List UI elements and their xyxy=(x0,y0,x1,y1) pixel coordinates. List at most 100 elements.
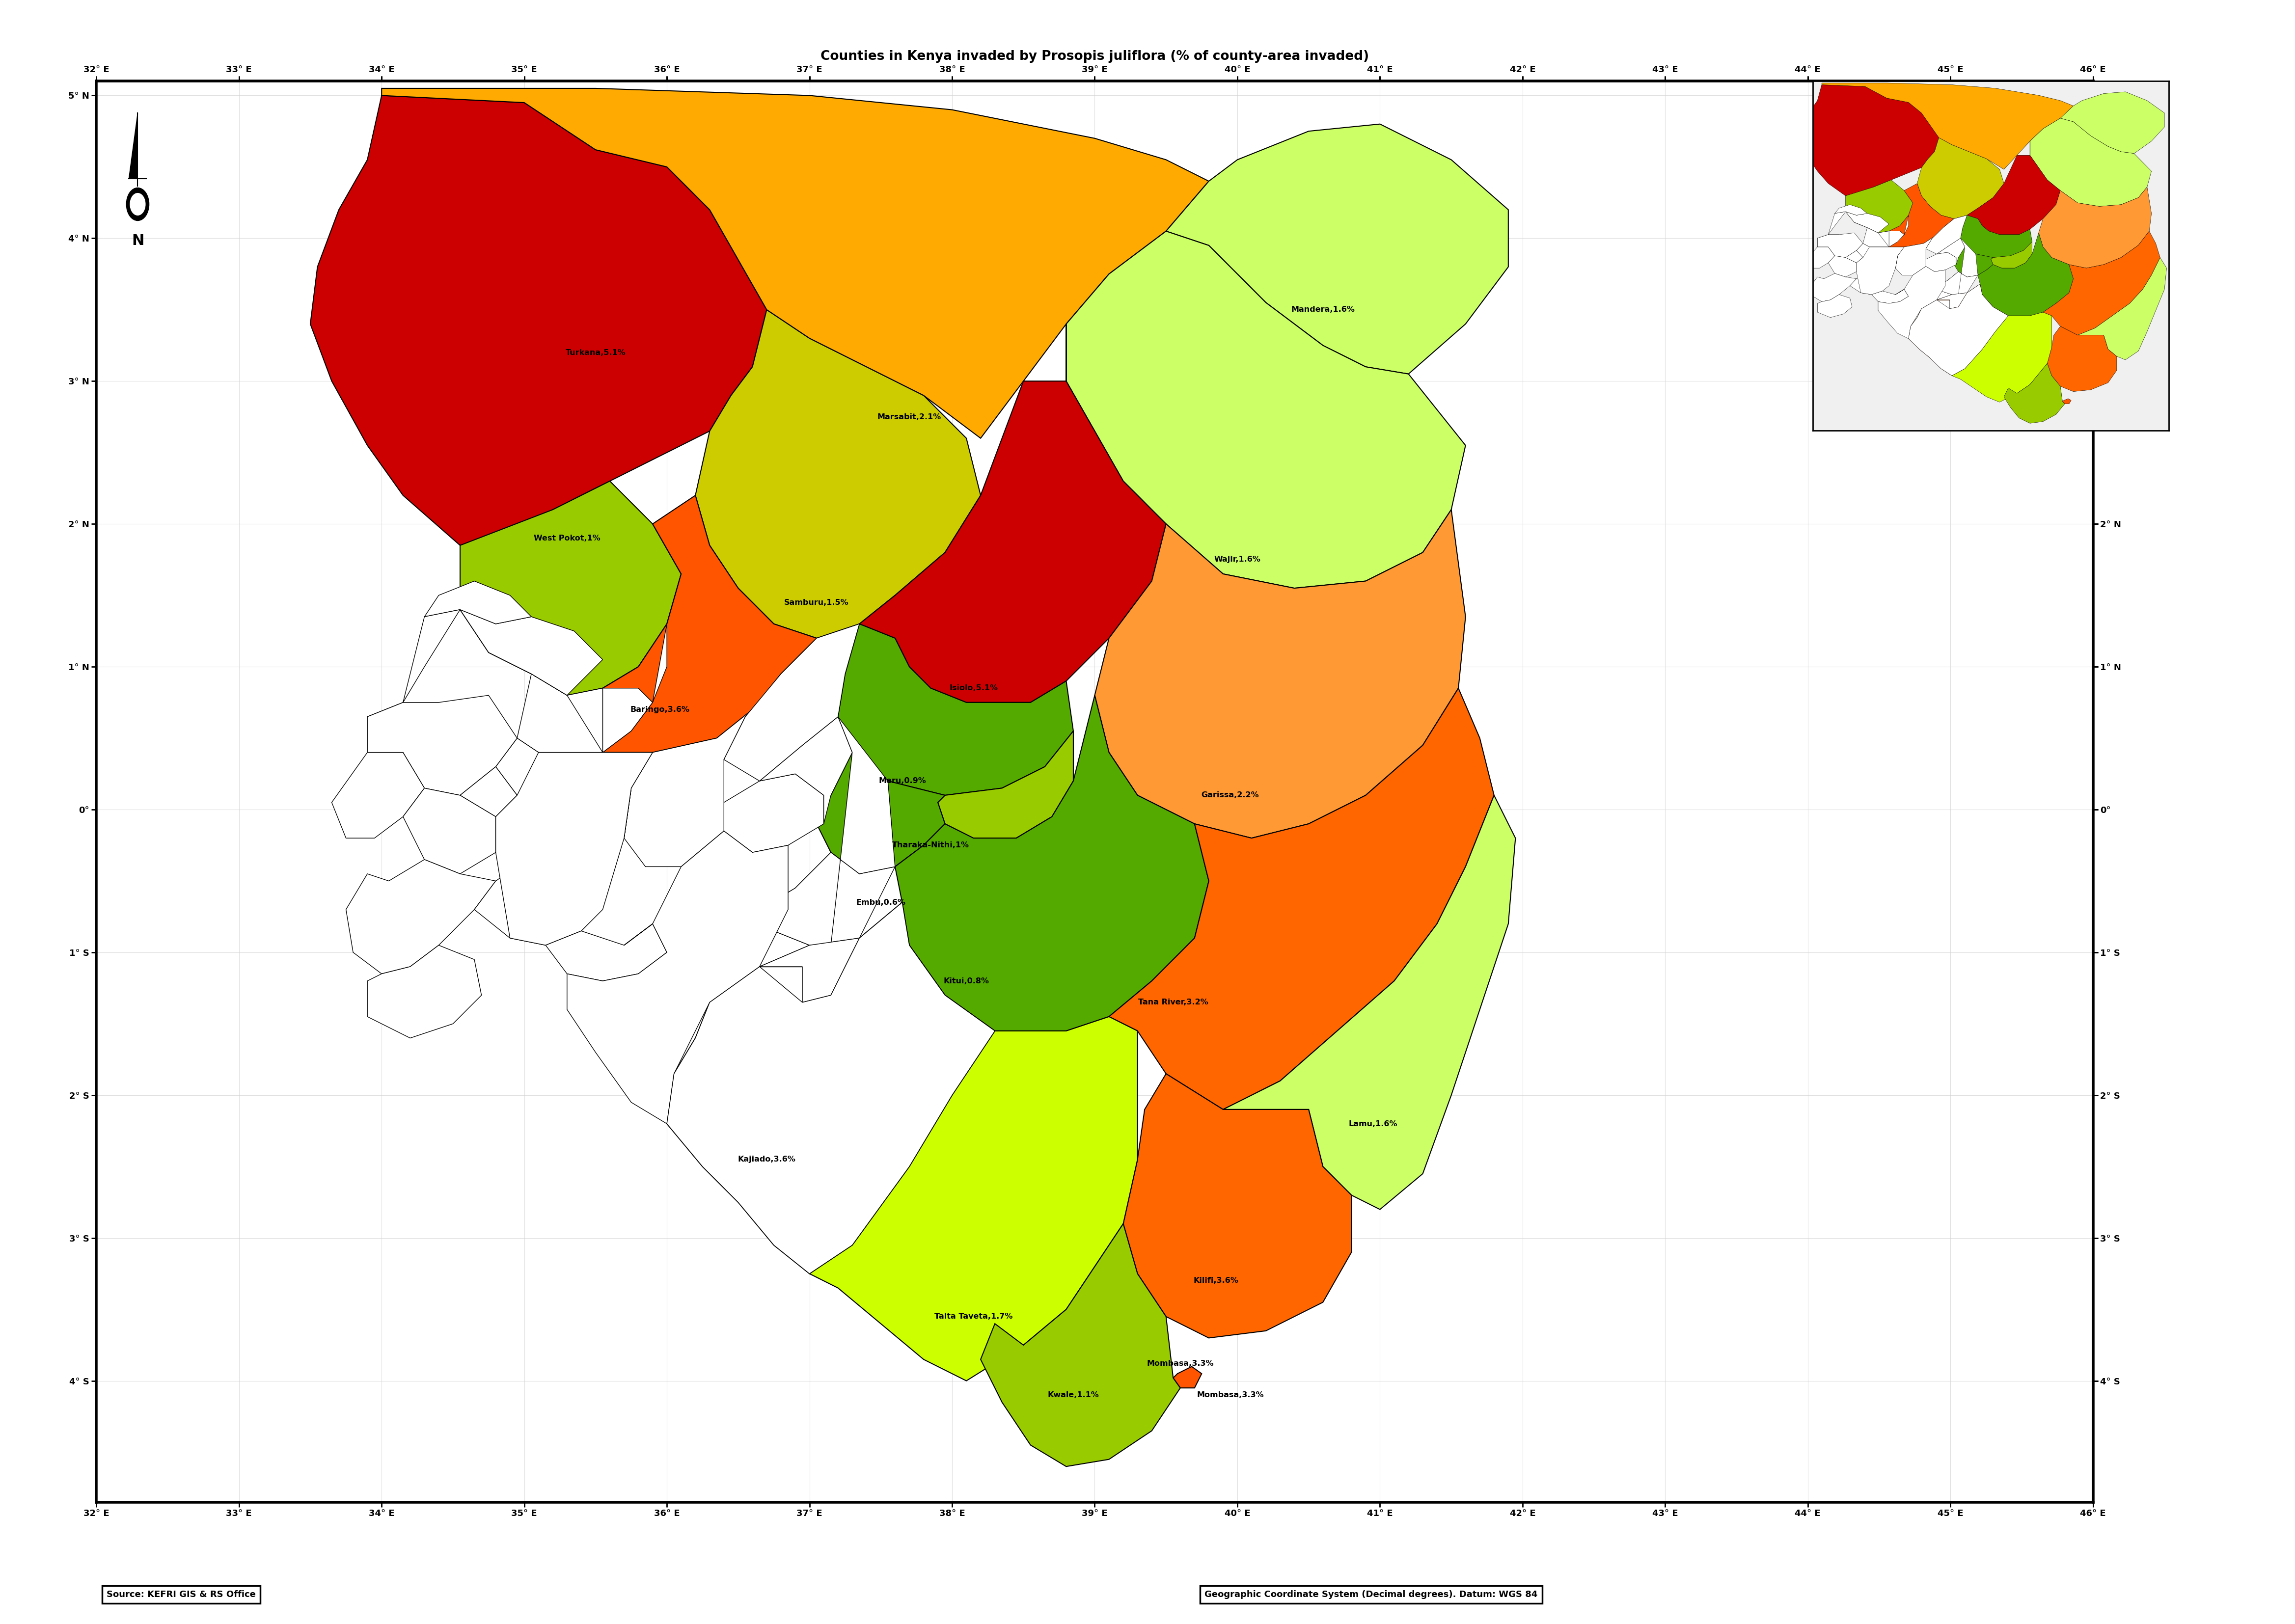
Polygon shape xyxy=(668,903,996,1273)
Polygon shape xyxy=(1990,242,2031,268)
Text: Tana River,3.2%: Tana River,3.2% xyxy=(1138,999,1207,1005)
Polygon shape xyxy=(2038,187,2150,268)
Polygon shape xyxy=(1937,300,1951,309)
Polygon shape xyxy=(668,903,996,1273)
Polygon shape xyxy=(1811,273,1857,302)
Polygon shape xyxy=(138,114,147,179)
Polygon shape xyxy=(2063,398,2070,404)
Polygon shape xyxy=(567,831,787,1124)
Text: Kajiado,3.6%: Kajiado,3.6% xyxy=(737,1156,796,1163)
Polygon shape xyxy=(1864,227,1905,247)
Polygon shape xyxy=(709,931,831,966)
Polygon shape xyxy=(2077,258,2166,361)
Text: Source: KEFRI GIS & RS Office: Source: KEFRI GIS & RS Office xyxy=(106,1590,255,1600)
Polygon shape xyxy=(1953,247,1992,278)
Polygon shape xyxy=(1909,284,2008,375)
Polygon shape xyxy=(695,310,980,638)
Polygon shape xyxy=(1880,184,1953,247)
Polygon shape xyxy=(1960,216,2031,258)
Polygon shape xyxy=(310,96,767,546)
Polygon shape xyxy=(760,939,858,1002)
Polygon shape xyxy=(1916,138,2004,219)
Polygon shape xyxy=(1873,289,1909,304)
Polygon shape xyxy=(489,653,604,752)
Polygon shape xyxy=(2043,231,2160,335)
Polygon shape xyxy=(1834,205,1868,216)
Text: Turkana,5.1%: Turkana,5.1% xyxy=(565,349,627,356)
Polygon shape xyxy=(1937,239,1965,265)
Polygon shape xyxy=(2031,119,2150,206)
Polygon shape xyxy=(1799,84,1939,197)
Polygon shape xyxy=(1818,294,1852,318)
Polygon shape xyxy=(516,867,581,924)
Text: Garissa,2.2%: Garissa,2.2% xyxy=(1200,791,1260,799)
Text: Mombasa,3.3%: Mombasa,3.3% xyxy=(1196,1392,1265,1398)
Text: Samburu,1.5%: Samburu,1.5% xyxy=(785,599,849,606)
Polygon shape xyxy=(1967,141,2061,234)
Polygon shape xyxy=(1173,1366,1203,1389)
Text: Kwale,1.1%: Kwale,1.1% xyxy=(1047,1392,1099,1398)
Text: N: N xyxy=(131,234,145,248)
Polygon shape xyxy=(1857,247,1905,294)
Polygon shape xyxy=(1108,689,1494,1109)
Polygon shape xyxy=(333,752,425,838)
Circle shape xyxy=(126,188,149,221)
Polygon shape xyxy=(2004,364,2066,424)
Polygon shape xyxy=(509,788,631,945)
Polygon shape xyxy=(459,481,682,695)
Polygon shape xyxy=(1822,83,2072,169)
Polygon shape xyxy=(496,752,652,945)
Text: Isiolo,5.1%: Isiolo,5.1% xyxy=(950,684,998,692)
Polygon shape xyxy=(895,695,1209,1031)
Polygon shape xyxy=(1921,291,1958,300)
Polygon shape xyxy=(475,867,539,939)
Polygon shape xyxy=(1937,292,1967,309)
Text: Embu,0.6%: Embu,0.6% xyxy=(856,898,907,906)
Polygon shape xyxy=(1937,239,1978,294)
Polygon shape xyxy=(817,752,946,874)
Polygon shape xyxy=(2047,326,2116,391)
Polygon shape xyxy=(760,966,803,1002)
Polygon shape xyxy=(1857,244,1896,263)
Text: Taita Taveta,1.7%: Taita Taveta,1.7% xyxy=(934,1312,1012,1320)
Text: Lamu,1.6%: Lamu,1.6% xyxy=(1349,1121,1398,1127)
Text: Meru,0.9%: Meru,0.9% xyxy=(879,778,925,784)
Polygon shape xyxy=(624,638,817,867)
Polygon shape xyxy=(381,88,1209,438)
Polygon shape xyxy=(810,1017,1138,1380)
Polygon shape xyxy=(1845,211,1889,232)
Polygon shape xyxy=(1845,250,1864,263)
Polygon shape xyxy=(858,323,1166,703)
Polygon shape xyxy=(1854,222,1889,247)
Polygon shape xyxy=(1818,234,1838,247)
Polygon shape xyxy=(1861,255,1898,294)
Polygon shape xyxy=(1889,216,1909,247)
Polygon shape xyxy=(425,581,532,624)
Polygon shape xyxy=(1864,274,1882,289)
Title: Counties in Kenya invaded by Prosopis juliflora (% of county-area invaded): Counties in Kenya invaded by Prosopis ju… xyxy=(819,50,1370,63)
Polygon shape xyxy=(1896,219,1953,274)
Polygon shape xyxy=(1926,216,1967,253)
Polygon shape xyxy=(459,609,604,695)
Circle shape xyxy=(131,193,145,216)
Polygon shape xyxy=(838,624,1074,796)
Polygon shape xyxy=(1850,274,1870,292)
Polygon shape xyxy=(1909,284,2008,375)
Polygon shape xyxy=(760,716,895,945)
Polygon shape xyxy=(1067,231,1467,588)
Polygon shape xyxy=(1166,123,1508,374)
Text: Geographic Coordinate System (Decimal degrees). Datum: WGS 84: Geographic Coordinate System (Decimal de… xyxy=(1205,1590,1538,1600)
Polygon shape xyxy=(1937,271,1978,294)
Polygon shape xyxy=(367,703,438,752)
Polygon shape xyxy=(516,674,652,752)
Polygon shape xyxy=(367,609,516,796)
Text: Tharaka-Nithi,1%: Tharaka-Nithi,1% xyxy=(893,841,968,849)
Polygon shape xyxy=(546,924,668,981)
Polygon shape xyxy=(980,1224,1180,1466)
Polygon shape xyxy=(604,624,668,752)
Polygon shape xyxy=(574,495,817,752)
Text: Mandera,1.6%: Mandera,1.6% xyxy=(1292,305,1354,313)
Polygon shape xyxy=(496,739,624,817)
Polygon shape xyxy=(1122,1073,1352,1338)
Polygon shape xyxy=(1845,180,1912,232)
